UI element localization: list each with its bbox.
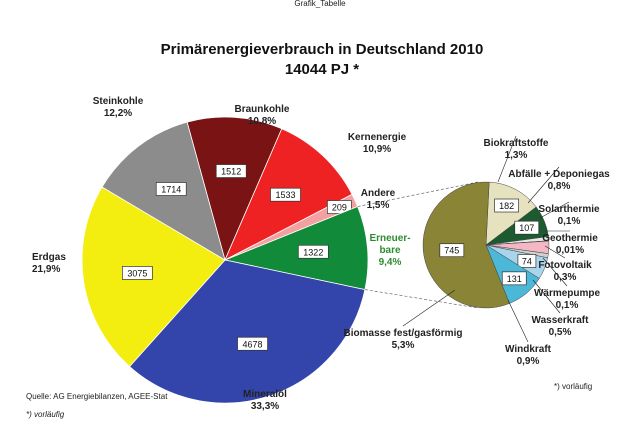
slice-steinkohle-value: 1714: [161, 185, 181, 195]
chart-title: Primärenergieverbrauch in Deutschland 20…: [161, 41, 484, 58]
ren-w-rmepumpe-label: Wärmepumpe: [534, 288, 601, 299]
slice-erdgas-value-box: [122, 266, 153, 280]
slice-kernenergie-value-box: [270, 187, 301, 202]
ren-slice-biokraftstoffe-value-box: [494, 198, 519, 213]
leader-biokraftstoffe: [497, 135, 517, 183]
kernenergie-label: Kernenergie: [348, 132, 407, 143]
ren-slice-biomasse-fest-gasf-rmig-value-box: [439, 243, 465, 258]
footnote-right: *) vorläufig: [554, 382, 592, 391]
andere-percent: 1,5%: [367, 200, 390, 211]
ren-slice-windkraft-value-box: [501, 271, 527, 286]
ren-geothermie-label: Geothermie: [542, 233, 598, 244]
ren-slice-biokraftstoffe: [485, 181, 537, 246]
ren-slice-biomasse-fest-gasf-rmig: [422, 181, 510, 309]
ren-slice-windkraft-value: 131: [507, 274, 522, 284]
ren-biokraftstoffe-label: Biokraftstoffe: [483, 138, 548, 149]
slice-braunkohle: [186, 116, 283, 262]
ren-fotovoltaik-percent: 0,3%: [554, 272, 577, 283]
ren-wasserkraft-label: Wasserkraft: [532, 315, 590, 326]
ren-abf-lle-deponiegas-label: Abfälle + Deponiegas: [508, 169, 610, 180]
leader-biomasse-fest-gasf-rmig: [402, 289, 456, 327]
slice-erneuer-bare-value-box: [297, 244, 329, 259]
ren-abf-lle-deponiegas-percent: 0,8%: [548, 181, 571, 192]
ren-geothermie-percent: 0,01%: [556, 245, 584, 256]
ren-solarthermie-label: Solarthermie: [538, 204, 600, 215]
slice-mineral-l-value-box: [237, 336, 268, 351]
braunkohle-label: Braunkohle: [234, 104, 289, 115]
ren-slice-abf-lle-deponiegas-value: 107: [519, 223, 534, 233]
ren-biomasse-fest-gasf-rmig-label: Biomasse fest/gasförmig: [344, 328, 463, 339]
ren-solarthermie-percent: 0,1%: [558, 216, 581, 227]
erneuer-bare-label-2: bare: [379, 245, 401, 256]
ren-biokraftstoffe-percent: 1,3%: [505, 150, 528, 161]
connector-lines: [357, 181, 479, 309]
ren-slice-wasserkraft-value: 74: [522, 256, 532, 266]
erdgas-percent: 21,9%: [32, 264, 60, 275]
ren-slice-wasserkraft-value-box: [517, 254, 537, 268]
connector-bottom: [364, 289, 479, 309]
ren-slice-biomasse-fest-gasf-rmig-value: 745: [444, 246, 459, 256]
leader-solarthermie: [539, 201, 570, 219]
mineral-l-label: Mineralöl: [243, 389, 287, 400]
header-tag: Grafik_Tabelle: [294, 0, 346, 8]
erneuer-bare-percent: 9,4%: [379, 257, 402, 268]
slice-andere-value: 209: [332, 203, 347, 213]
source-note: Quelle: AG Energiebilanzen, AGEE-Stat: [26, 392, 168, 401]
slice-erneuer-bare-value: 1322: [303, 247, 323, 257]
footnote-left: *) vorläufig: [26, 410, 65, 419]
leader-w-rmepumpe: [542, 257, 568, 287]
ren-slice-biokraftstoffe-value: 182: [499, 201, 514, 211]
mineral-l-percent: 33,3%: [251, 401, 279, 412]
connector-top: [357, 181, 479, 207]
ren-windkraft-label: Windkraft: [505, 344, 552, 355]
main-pie: 1512 1533 209 1322 4678 3075 1714: [81, 116, 369, 404]
slice-erdgas: [81, 186, 226, 368]
andere-label: Andere: [361, 188, 396, 199]
slice-mineral-l-value: 4678: [243, 339, 263, 349]
chart-subtitle: 14044 PJ *: [285, 61, 359, 78]
leader-wasserkraft: [532, 279, 561, 314]
ren-wasserkraft-percent: 0,5%: [549, 327, 572, 338]
slice-steinkohle-value-box: [155, 182, 187, 196]
ren-slice-abf-lle-deponiegas-value-box: [514, 220, 540, 235]
ren-w-rmepumpe-percent: 0,1%: [556, 300, 579, 311]
slice-braunkohle-value: 1512: [221, 167, 241, 177]
steinkohle-label: Steinkohle: [93, 96, 144, 107]
slice-braunkohle-value-box: [215, 164, 247, 178]
kernenergie-percent: 10,9%: [363, 144, 391, 155]
erdgas-label: Erdgas: [32, 252, 66, 263]
slice-erdgas-value: 3075: [127, 268, 147, 278]
steinkohle-percent: 12,2%: [104, 108, 132, 119]
leader-abf-lle-deponiegas: [527, 166, 560, 204]
leader-windkraft: [507, 299, 529, 343]
slice-erneuer-bare: [223, 206, 369, 291]
ren-windkraft-percent: 0,9%: [517, 356, 540, 367]
leader-fotovoltaik: [544, 245, 566, 259]
erneuer-bare-label: Erneuer-: [369, 233, 410, 244]
braunkohle-percent: 10,8%: [248, 116, 276, 127]
ren-fotovoltaik-label: Fotovoltaik: [538, 260, 592, 271]
slice-mineral-l: [129, 259, 366, 404]
ren-biomasse-fest-gasf-rmig-percent: 5,3%: [392, 340, 415, 351]
slice-kernenergie-value: 1533: [275, 190, 295, 200]
